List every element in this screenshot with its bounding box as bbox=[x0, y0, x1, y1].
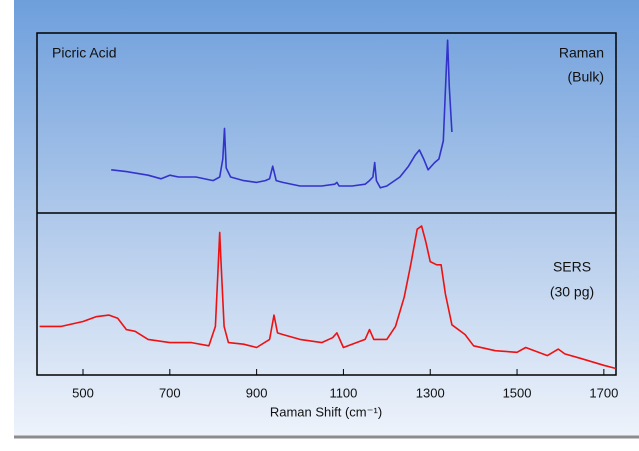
x-axis-label: Raman Shift (cm⁻¹) bbox=[270, 404, 382, 419]
x-tick-label: 1500 bbox=[503, 385, 532, 400]
panel-label: Raman bbox=[559, 45, 604, 61]
spectrum-line bbox=[111, 39, 453, 189]
x-tick-label: 1700 bbox=[589, 385, 618, 400]
panel-label: SERS bbox=[553, 259, 591, 275]
x-tick-label: 1300 bbox=[416, 385, 445, 400]
plot-frame bbox=[36, 32, 617, 376]
x-tick-label: 900 bbox=[246, 385, 268, 400]
panel-label: (30 pg) bbox=[550, 284, 594, 300]
chart-title: Picric Acid bbox=[52, 45, 117, 61]
x-tick-label: 500 bbox=[72, 385, 94, 400]
x-tick-label: 1100 bbox=[329, 385, 357, 400]
panel-label: (Bulk) bbox=[567, 69, 604, 85]
background bbox=[14, 0, 639, 436]
spectrum-line bbox=[39, 225, 617, 370]
x-tick-label: 700 bbox=[159, 385, 181, 400]
